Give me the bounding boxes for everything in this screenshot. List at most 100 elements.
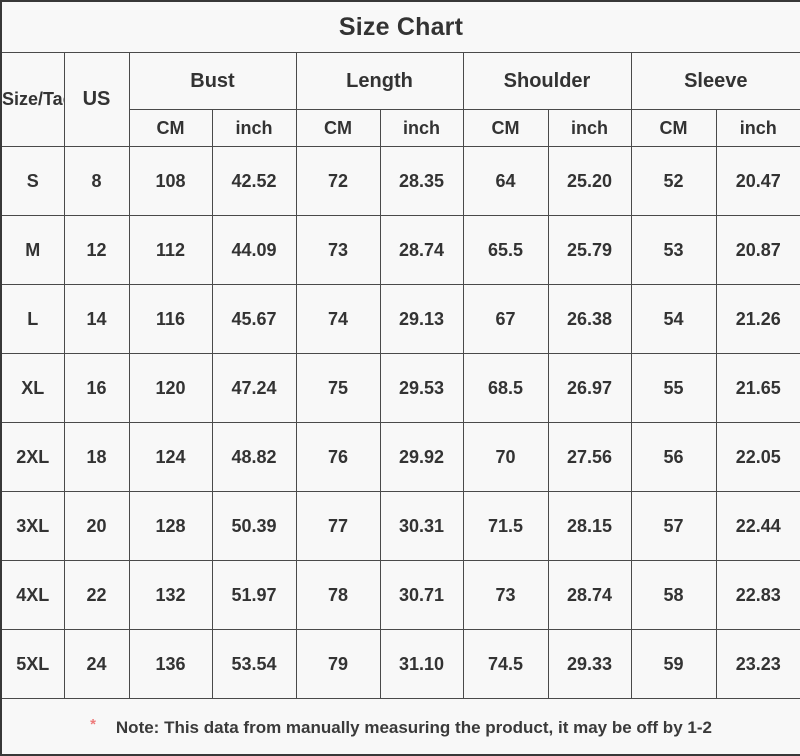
table-row-2xl: 2XL 18 124 48.82 76 29.92 70 27.56 56 22…	[0, 422, 800, 492]
length-cm-cell: 72	[295, 146, 381, 216]
bust-inch-cell: 42.52	[211, 146, 297, 216]
shoulder-inch-cell: 29.33	[547, 629, 632, 699]
table-row-3xl: 3XL 20 128 50.39 77 30.31 71.5 28.15 57 …	[0, 491, 800, 561]
length-inch-cell: 28.35	[379, 146, 464, 216]
length-cm-cell: 73	[295, 215, 381, 285]
sleeve-inch-cell: 21.26	[715, 284, 800, 354]
sleeve-cm-cell: 57	[630, 491, 717, 561]
length-inch-cell: 29.92	[379, 422, 464, 492]
length-cm-cell: 74	[295, 284, 381, 354]
col-header-us: US	[63, 52, 130, 147]
unit-header-cm: CM	[295, 109, 381, 147]
sleeve-cm-cell: 56	[630, 422, 717, 492]
bust-cm-cell: 108	[128, 146, 213, 216]
sleeve-inch-cell: 23.23	[715, 629, 800, 699]
note-text: Note: This data from manually measuring …	[115, 717, 712, 737]
unit-header-inch: inch	[547, 109, 632, 147]
bust-inch-cell: 51.97	[211, 560, 297, 630]
length-cm-cell: 79	[295, 629, 381, 699]
size-cell: L	[0, 284, 65, 354]
size-cell: 2XL	[0, 422, 65, 492]
table-row-l: L 14 116 45.67 74 29.13 67 26.38 54 21.2…	[0, 284, 800, 354]
us-cell: 24	[63, 629, 130, 699]
unit-header-inch: inch	[379, 109, 464, 147]
shoulder-inch-cell: 27.56	[547, 422, 632, 492]
length-cm-cell: 75	[295, 353, 381, 423]
size-cell: M	[0, 215, 65, 285]
length-inch-cell: 28.74	[379, 215, 464, 285]
group-header-row: Size/Tag US Bust Length Shoulder Sleeve	[0, 52, 800, 147]
bust-cm-cell: 116	[128, 284, 213, 354]
us-cell: 8	[63, 146, 130, 216]
shoulder-cm-cell: 64	[462, 146, 549, 216]
length-inch-cell: 31.10	[379, 629, 464, 699]
us-cell: 12	[63, 215, 130, 285]
shoulder-inch-cell: 28.15	[547, 491, 632, 561]
table-row-m: M 12 112 44.09 73 28.74 65.5 25.79 53 20…	[0, 215, 800, 285]
sleeve-inch-cell: 22.05	[715, 422, 800, 492]
size-cell: 3XL	[0, 491, 65, 561]
group-header-length: Length	[295, 52, 464, 110]
sleeve-inch-cell: 20.87	[715, 215, 800, 285]
bust-inch-cell: 47.24	[211, 353, 297, 423]
col-header-size-tag: Size/Tag	[0, 52, 65, 147]
sleeve-inch-cell: 20.47	[715, 146, 800, 216]
bust-inch-cell: 48.82	[211, 422, 297, 492]
bust-inch-cell: 44.09	[211, 215, 297, 285]
sleeve-inch-cell: 22.83	[715, 560, 800, 630]
sleeve-inch-cell: 22.44	[715, 491, 800, 561]
group-header-sleeve: Sleeve	[630, 52, 800, 110]
size-chart-title: Size Chart	[0, 0, 800, 53]
sleeve-cm-cell: 55	[630, 353, 717, 423]
group-header-shoulder: Shoulder	[462, 52, 632, 110]
shoulder-inch-cell: 28.74	[547, 560, 632, 630]
shoulder-cm-cell: 68.5	[462, 353, 549, 423]
table-row-s: S 8 108 42.52 72 28.35 64 25.20 52 20.47	[0, 146, 800, 216]
length-cm-cell: 77	[295, 491, 381, 561]
bust-cm-cell: 132	[128, 560, 213, 630]
table-row-xl: XL 16 120 47.24 75 29.53 68.5 26.97 55 2…	[0, 353, 800, 423]
length-inch-cell: 30.31	[379, 491, 464, 561]
unit-header-inch: inch	[211, 109, 297, 147]
bust-cm-cell: 136	[128, 629, 213, 699]
us-cell: 18	[63, 422, 130, 492]
shoulder-inch-cell: 25.20	[547, 146, 632, 216]
us-cell: 16	[63, 353, 130, 423]
size-cell: S	[0, 146, 65, 216]
shoulder-inch-cell: 26.38	[547, 284, 632, 354]
unit-header-cm: CM	[630, 109, 717, 147]
length-cm-cell: 76	[295, 422, 381, 492]
note-asterisk: *	[90, 715, 96, 733]
sleeve-cm-cell: 52	[630, 146, 717, 216]
us-cell: 20	[63, 491, 130, 561]
unit-header-inch: inch	[715, 109, 800, 147]
bust-inch-cell: 45.67	[211, 284, 297, 354]
shoulder-cm-cell: 67	[462, 284, 549, 354]
shoulder-cm-cell: 65.5	[462, 215, 549, 285]
note-row: * Note: This data from manually measuring…	[0, 698, 800, 756]
unit-header-row: CM inch CM inch CM inch CM inch	[1, 109, 800, 147]
bust-cm-cell: 128	[128, 491, 213, 561]
table-row-5xl: 5XL 24 136 53.54 79 31.10 74.5 29.33 59 …	[0, 629, 800, 699]
bust-inch-cell: 50.39	[211, 491, 297, 561]
bust-cm-cell: 120	[128, 353, 213, 423]
sleeve-cm-cell: 54	[630, 284, 717, 354]
sleeve-cm-cell: 59	[630, 629, 717, 699]
length-inch-cell: 29.13	[379, 284, 464, 354]
size-cell: 5XL	[0, 629, 65, 699]
title-row: Size Chart	[0, 0, 800, 53]
shoulder-inch-cell: 25.79	[547, 215, 632, 285]
sleeve-cm-cell: 53	[630, 215, 717, 285]
size-cell: XL	[0, 353, 65, 423]
shoulder-cm-cell: 73	[462, 560, 549, 630]
bust-cm-cell: 124	[128, 422, 213, 492]
shoulder-cm-cell: 70	[462, 422, 549, 492]
length-inch-cell: 30.71	[379, 560, 464, 630]
shoulder-cm-cell: 74.5	[462, 629, 549, 699]
unit-header-cm: CM	[128, 109, 213, 147]
unit-header-cm: CM	[462, 109, 549, 147]
bust-cm-cell: 112	[128, 215, 213, 285]
sleeve-inch-cell: 21.65	[715, 353, 800, 423]
